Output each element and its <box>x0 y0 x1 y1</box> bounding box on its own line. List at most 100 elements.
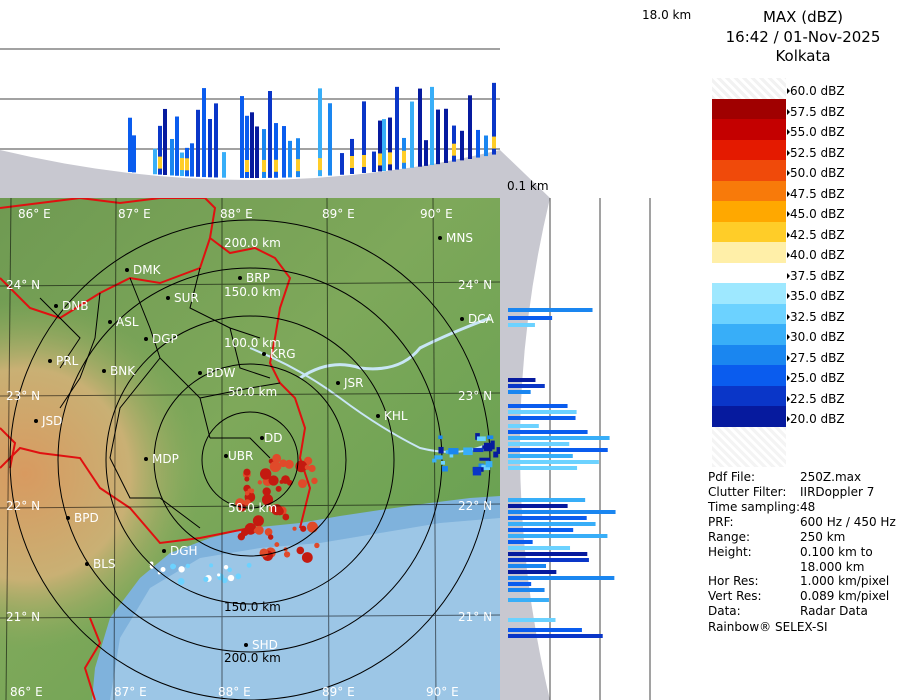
coastal-echo <box>178 566 185 573</box>
town-bpd: BPD <box>66 511 99 525</box>
right-echo-bar <box>508 582 532 586</box>
top-echo-bar <box>222 152 226 178</box>
town-prl: PRL <box>48 354 79 368</box>
top-echo-bar <box>382 119 386 172</box>
top-echo-bar <box>460 130 464 161</box>
top-echo-core <box>318 158 322 171</box>
top-profile-svg <box>0 48 500 198</box>
town-dot <box>238 276 242 280</box>
east-echo <box>493 451 499 458</box>
right-profile-svg <box>500 198 651 700</box>
range-label-50-bottom: 50.0 km <box>228 501 277 515</box>
legend-label: 30.0 dBZ <box>787 330 845 344</box>
coastal-echo <box>217 573 221 577</box>
east-echo <box>482 445 488 450</box>
town-dot <box>108 320 112 324</box>
legend-swatch <box>712 160 786 181</box>
town-khl: KHL <box>376 409 408 423</box>
right-echo-bar <box>508 552 588 556</box>
right-echo-bar <box>508 308 593 312</box>
corner-gray-band <box>500 0 700 198</box>
lon-label-86: 86° E <box>18 207 51 221</box>
range-ring-150 <box>105 315 395 605</box>
delta-echo <box>298 479 307 489</box>
top-echo-bar <box>296 138 300 178</box>
east-echo <box>481 464 491 471</box>
legend-label: 40.0 dBZ <box>787 248 845 262</box>
lon-label-90-bottom: 90° E <box>426 685 459 699</box>
legend-swatch <box>712 365 786 386</box>
right-echo-bar <box>508 424 539 428</box>
legend-tail <box>712 426 786 467</box>
top-echo-bar <box>202 88 206 178</box>
odisha-border <box>0 427 102 700</box>
metadata-key: Vert Res: <box>708 589 762 603</box>
right-echo-bar <box>508 436 610 440</box>
top-echo-core <box>274 159 278 172</box>
legend-swatch <box>712 344 786 365</box>
top-profile-mask <box>0 150 500 198</box>
top-height-profile <box>0 0 500 198</box>
lon-label-86-bottom: 86° E <box>10 685 43 699</box>
lon-label-89-bottom: 89° E <box>322 685 355 699</box>
east-echo <box>434 455 443 460</box>
top-echo-core <box>362 154 366 167</box>
legend-label: 47.5 dBZ <box>787 186 845 201</box>
right-height-profile <box>500 198 700 700</box>
east-echo <box>438 446 444 454</box>
lat-label-23: 23° N <box>6 389 40 403</box>
town-dot <box>54 304 58 308</box>
town-label: JSD <box>41 414 62 428</box>
coastal-echo <box>185 563 191 569</box>
legend-swatch <box>712 406 786 427</box>
top-echo-bar <box>410 101 414 168</box>
top-echo-bar <box>328 103 332 176</box>
range-ring-200 <box>57 267 443 653</box>
delta-echo <box>308 464 316 473</box>
coastal-echo <box>177 578 185 585</box>
town-label: DMK <box>133 263 162 277</box>
right-echo-bar <box>508 588 545 592</box>
east-echo <box>496 447 500 454</box>
top-echo-bar <box>214 103 218 178</box>
coastal-echo <box>203 576 209 582</box>
town-asl: ASL <box>108 315 139 329</box>
footer-credit: Rainbow® SELEX-SI <box>708 620 828 634</box>
top-echo-bar <box>170 138 174 176</box>
east-echo <box>473 448 484 453</box>
coastal-echo <box>149 564 154 569</box>
town-label: DCA <box>468 312 495 326</box>
town-dot <box>102 369 106 373</box>
town-dot <box>460 317 464 321</box>
metadata-value: Radar Data <box>800 604 868 618</box>
town-dot <box>198 371 202 375</box>
coastal-echo <box>227 574 235 582</box>
delta-echo <box>267 534 274 540</box>
town-dmk: DMK <box>125 263 162 277</box>
coastal-echo <box>223 564 229 570</box>
right-echo-bar <box>508 576 615 580</box>
top-echo-bar <box>418 88 422 167</box>
right-echo-bar <box>508 504 568 508</box>
top-echo-bar <box>492 82 496 155</box>
top-echo-bar <box>255 126 259 178</box>
town-dgp: DGP <box>144 332 178 346</box>
corner-svg <box>500 0 700 198</box>
right-echo-bar <box>508 430 588 434</box>
lon-labels: 86° E 87° E 88° E 89° E 90° E 86° E 87° … <box>10 207 459 699</box>
town-dot <box>125 268 129 272</box>
right-echo-bar <box>508 522 596 526</box>
top-echo-core <box>388 152 392 165</box>
top-echo-core <box>296 159 300 172</box>
delta-echo <box>277 465 282 470</box>
east-echo <box>472 466 482 476</box>
town-jsr: JSR <box>336 376 364 390</box>
range-label-150-bottom: 150.0 km <box>224 600 281 614</box>
right-echo-bar <box>508 404 568 408</box>
lat-label-23-right: 23° N <box>458 389 492 403</box>
legend-swatch <box>712 119 786 140</box>
town-sur: SUR <box>166 291 199 305</box>
lon-label-87: 87° E <box>118 207 151 221</box>
legend-swatch <box>712 262 786 283</box>
delta-echo <box>292 526 297 531</box>
